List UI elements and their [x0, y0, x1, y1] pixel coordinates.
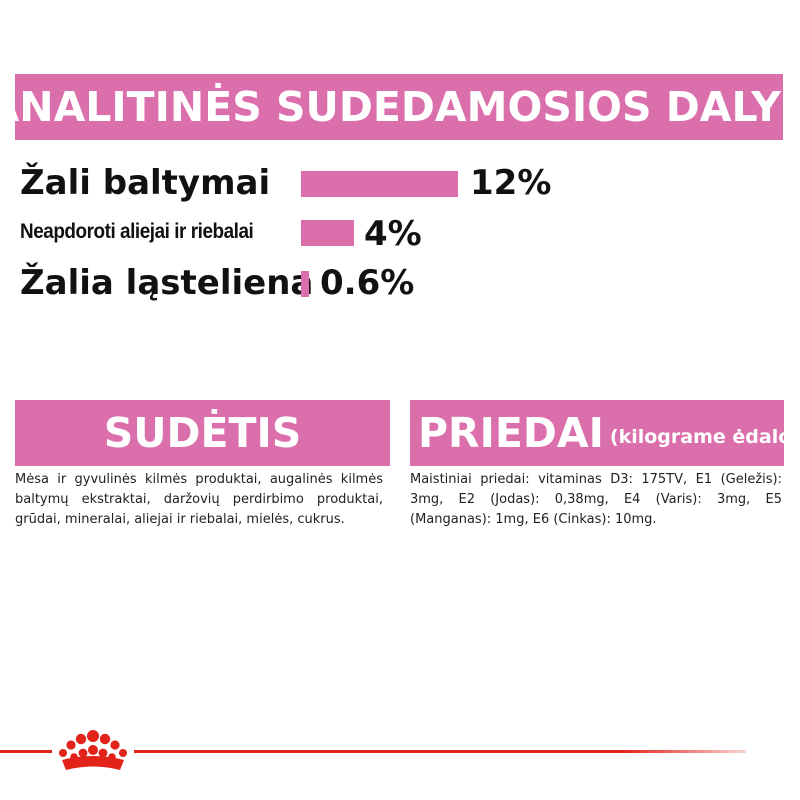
nutrient-value-fibre: 0.6% — [320, 263, 415, 303]
nutrient-label-fibre: Žalia ląsteliena — [20, 263, 314, 303]
nutrient-label-protein: Žali baltymai — [20, 163, 271, 203]
nutrient-value-fat: 4% — [364, 214, 422, 254]
composition-text: Mėsa ir gyvulinės kilmės produktai, auga… — [15, 472, 383, 527]
analysis-banner: ANALITINĖS SUDEDAMOSIOS DALYS — [0, 74, 800, 140]
footer-line-left — [0, 750, 52, 753]
additives-title: PRIEDAI — [418, 409, 604, 457]
nutrient-bar-protein — [301, 171, 458, 197]
additives-text: Maistiniai priedai: vitaminas D3: 175TV,… — [410, 472, 782, 527]
composition-header: SUDĖTIS — [15, 400, 390, 466]
nutrient-label-fat: Neapdoroti aliejai ir riebalai — [20, 220, 254, 243]
nutrient-value-protein: 12% — [470, 163, 552, 203]
additives-header: PRIEDAI (kilograme ėdalo) — [410, 400, 800, 466]
composition-title: SUDĖTIS — [103, 409, 302, 457]
footer-line-right — [134, 750, 746, 753]
nutrient-bar-fat — [301, 220, 354, 246]
nutrient-bar-fibre — [301, 271, 309, 297]
royal-canin-crown-icon — [59, 730, 127, 770]
analysis-title: ANALITINĖS SUDEDAMOSIOS DALYS — [0, 83, 800, 131]
additives-subtitle: (kilograme ėdalo) — [609, 426, 800, 448]
